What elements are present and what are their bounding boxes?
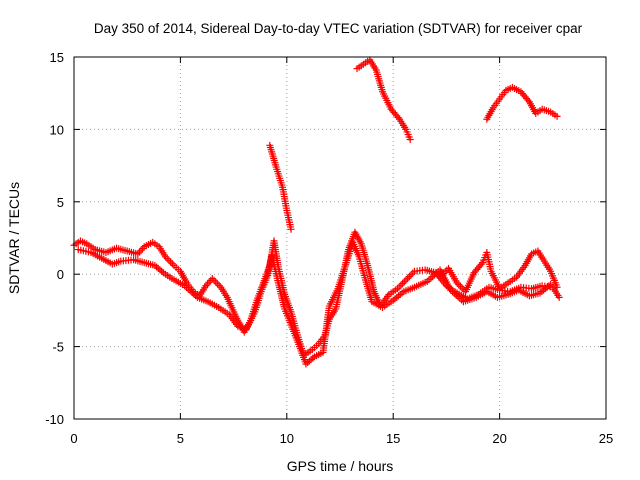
data-point-marker [287,225,295,233]
data-point-marker [394,114,402,122]
axis-ticks [73,56,607,420]
y-tick-label: -10 [45,412,64,427]
y-tick-label: 10 [50,122,64,137]
data-point-marker [309,354,317,362]
series-track-e [483,83,561,123]
y-axis-label: SDTVAR / TECUs [6,182,22,294]
x-tick-label: 25 [599,431,613,446]
x-tick-label: 5 [177,431,184,446]
data-point-marker [167,258,175,266]
y-tick-label: 5 [57,195,64,210]
y-tick-label: -5 [52,340,64,355]
data-point-marker [524,96,532,104]
data-point-marker [553,283,561,291]
y-tick-labels: -10 -5 0 5 10 15 [45,50,64,427]
data-point-marker [400,278,408,286]
data-point-marker [477,260,485,268]
x-tick-label: 20 [492,431,506,446]
data-point-marker [399,279,407,287]
x-tick-label: 0 [70,431,77,446]
data-point-marker [208,275,216,283]
data-point-marker [427,274,435,282]
data-point-marker [458,284,466,292]
series-track-f [436,247,561,296]
series-track-c [266,141,295,233]
series-track-b [74,238,555,368]
data-point-marker [456,282,464,290]
data-point-marker [407,271,415,279]
data-point-marker [406,136,414,144]
data-point-marker [158,267,166,275]
series-track-d [353,56,414,144]
x-tick-label: 15 [386,431,400,446]
data-point-marker [165,256,173,264]
data-point-marker [168,260,176,268]
x-axis-label: GPS time / hours [287,458,394,474]
data-point-marker [547,280,555,288]
data-point-marker [212,278,220,286]
plot-frame [73,56,607,420]
y-tick-label: 15 [50,50,64,65]
data-point-marker [135,248,143,256]
chart-title: Day 350 of 2014, Sidereal Day-to-day VTE… [94,21,583,36]
y-tick-label: 0 [57,267,64,282]
x-tick-label: 10 [280,431,294,446]
data-point-marker [395,283,403,291]
data-point-marker [555,293,563,301]
data-points [70,56,563,368]
data-point-marker [553,112,561,120]
data-point-marker [404,274,412,282]
data-point-marker [402,276,410,284]
data-point-marker [397,281,405,289]
grid-lines [74,57,606,419]
x-tick-labels: 0 5 10 15 20 25 [70,431,613,446]
data-point-marker [213,280,221,288]
